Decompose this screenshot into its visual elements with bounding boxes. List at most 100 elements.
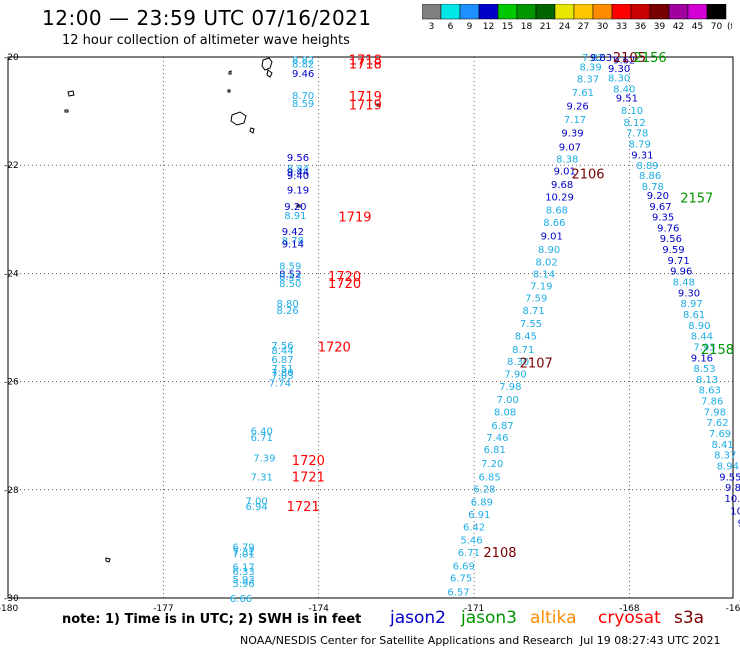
island-outline	[296, 204, 301, 208]
chart-subtitle: 12 hour collection of altimeter wave hei…	[62, 33, 350, 48]
wave-height-value: 6.94	[245, 502, 267, 513]
wave-height-value: 6.71	[458, 548, 480, 559]
wave-height-value: 6.87	[491, 421, 513, 432]
wave-height-value: 9.07	[559, 142, 581, 153]
pass-time-label: 1720	[328, 277, 361, 292]
wave-height-value: 8.79	[629, 140, 651, 151]
wave-height-value: 7.56	[271, 341, 293, 352]
pass-time-label: 1718	[349, 54, 382, 69]
x-tick-label: -177	[153, 604, 173, 614]
wave-height-value: 9.30	[678, 288, 700, 299]
wave-height-value: 9.19	[287, 186, 309, 197]
wave-height-value: 9.59	[662, 245, 684, 256]
pass-time-label: 1720	[328, 270, 361, 285]
wave-height-value: 8.61	[683, 310, 705, 321]
wave-height-value: 9.56	[287, 153, 309, 164]
wave-height-value: 6.89	[471, 498, 493, 509]
wave-height-value: 8.89	[636, 161, 658, 172]
wave-height-value: 9.20	[647, 191, 669, 202]
wave-height-value: 8.10	[621, 106, 643, 117]
wave-height-value: 9.16	[691, 353, 713, 364]
wave-height-value: 8.12	[623, 118, 645, 129]
wave-height-value: 8.66	[543, 218, 565, 229]
wave-height-value: 8.71	[512, 345, 534, 356]
wave-height-value: 8.40	[613, 84, 635, 95]
wave-height-value: 7.86	[701, 397, 723, 408]
wave-height-value: 7.51	[271, 364, 293, 375]
wave-height-value: 9.76	[657, 223, 679, 234]
wave-height-value: 9.01	[554, 167, 576, 178]
wave-height-value: 8.30	[608, 74, 630, 85]
legend-swatch	[706, 4, 727, 20]
pass-time-label: 1720	[318, 340, 351, 355]
legend-label: 36	[635, 22, 647, 32]
wave-height-value: 7.00	[245, 497, 267, 508]
wave-height-value: 9.44	[287, 168, 309, 179]
wave-height-value: 8.39	[579, 63, 601, 74]
wave-height-value: 8.71	[522, 306, 544, 317]
wave-height-value: 5.46	[460, 536, 482, 547]
wave-height-value: 8.63	[699, 386, 721, 397]
wave-height-value: 6.33	[232, 567, 254, 578]
island-outline	[230, 111, 247, 126]
legend-label: 39	[654, 22, 666, 32]
wave-height-value: 5.93	[232, 575, 254, 586]
y-tick-label: -20	[4, 53, 19, 63]
wave-height-value: 6.79	[232, 543, 254, 554]
wave-height-value: 6.87	[271, 355, 293, 366]
wave-height-value: 7.20	[481, 459, 503, 470]
y-tick-label: -24	[4, 269, 19, 279]
wave-height-value: 7.80	[271, 368, 293, 379]
wave-height-value: 10.3	[724, 494, 740, 505]
x-tick-label: -168	[619, 604, 640, 614]
pass-time-label: 2158	[701, 343, 734, 358]
wave-height-value: 8.44	[271, 346, 293, 357]
wave-height-value: 7.61	[572, 88, 594, 99]
wave-height-value: 7.74	[269, 379, 291, 390]
wave-height-value: 10.29	[545, 193, 574, 204]
y-tick-label: -30	[4, 594, 19, 604]
wave-height-value: 6.66	[230, 594, 252, 605]
wave-height-value: 8.37	[577, 75, 599, 86]
x-tick-label: -180	[0, 604, 18, 614]
wave-height-value: 9.42	[282, 227, 304, 238]
x-tick-label: -16	[726, 604, 740, 614]
wave-height-value: 9.46	[292, 69, 314, 80]
wave-height-value: 7.55	[520, 319, 542, 330]
wave-height-value: 8.38	[556, 155, 578, 166]
wave-height-value: 9.55	[719, 472, 740, 483]
wave-height-value: 7.03	[271, 371, 293, 382]
y-tick-label: -22	[4, 161, 19, 171]
wave-height-value: 7.19	[530, 281, 552, 292]
legend-label: 33	[616, 22, 627, 32]
wave-height-value: 8.82	[292, 59, 314, 70]
satellite-altika-label: altika	[530, 608, 577, 628]
wave-height-value: 9.96	[670, 267, 692, 278]
wave-height-value: 8.78	[282, 236, 304, 247]
wave-height-value: 7.01	[232, 550, 254, 561]
legend-unit: (ft)	[727, 22, 732, 32]
wave-height-value: 8.48	[673, 278, 695, 289]
pass-time-label: 1719	[349, 90, 382, 105]
wave-height-value: 9.39	[561, 129, 583, 140]
wave-height-value: 6.85	[478, 472, 500, 483]
wave-height-value: 9.20	[284, 202, 306, 213]
wave-height-value: 8.45	[515, 332, 537, 343]
wave-height-value: 6.28	[473, 485, 495, 496]
wave-height-value: 7.17	[564, 115, 586, 126]
wave-height-value: 7.82	[582, 53, 604, 64]
island-outline	[266, 69, 273, 78]
wave-height-value: 7.90	[504, 369, 526, 380]
wave-height-value: 8.52	[279, 269, 301, 280]
wave-height-value: 8.90	[538, 245, 560, 256]
wave-height-value: 8.14	[533, 269, 555, 280]
wave-height-value: 8.82	[292, 56, 314, 67]
wave-height-value: 8.50	[279, 279, 301, 290]
island-outline	[105, 557, 111, 563]
wave-height-value: 9.40	[287, 171, 309, 182]
legend-label: 15	[502, 22, 513, 32]
wave-height-value: 9.30	[608, 64, 630, 75]
wave-height-value: 9.51	[616, 94, 638, 105]
wave-height-value: 9.35	[652, 213, 674, 224]
